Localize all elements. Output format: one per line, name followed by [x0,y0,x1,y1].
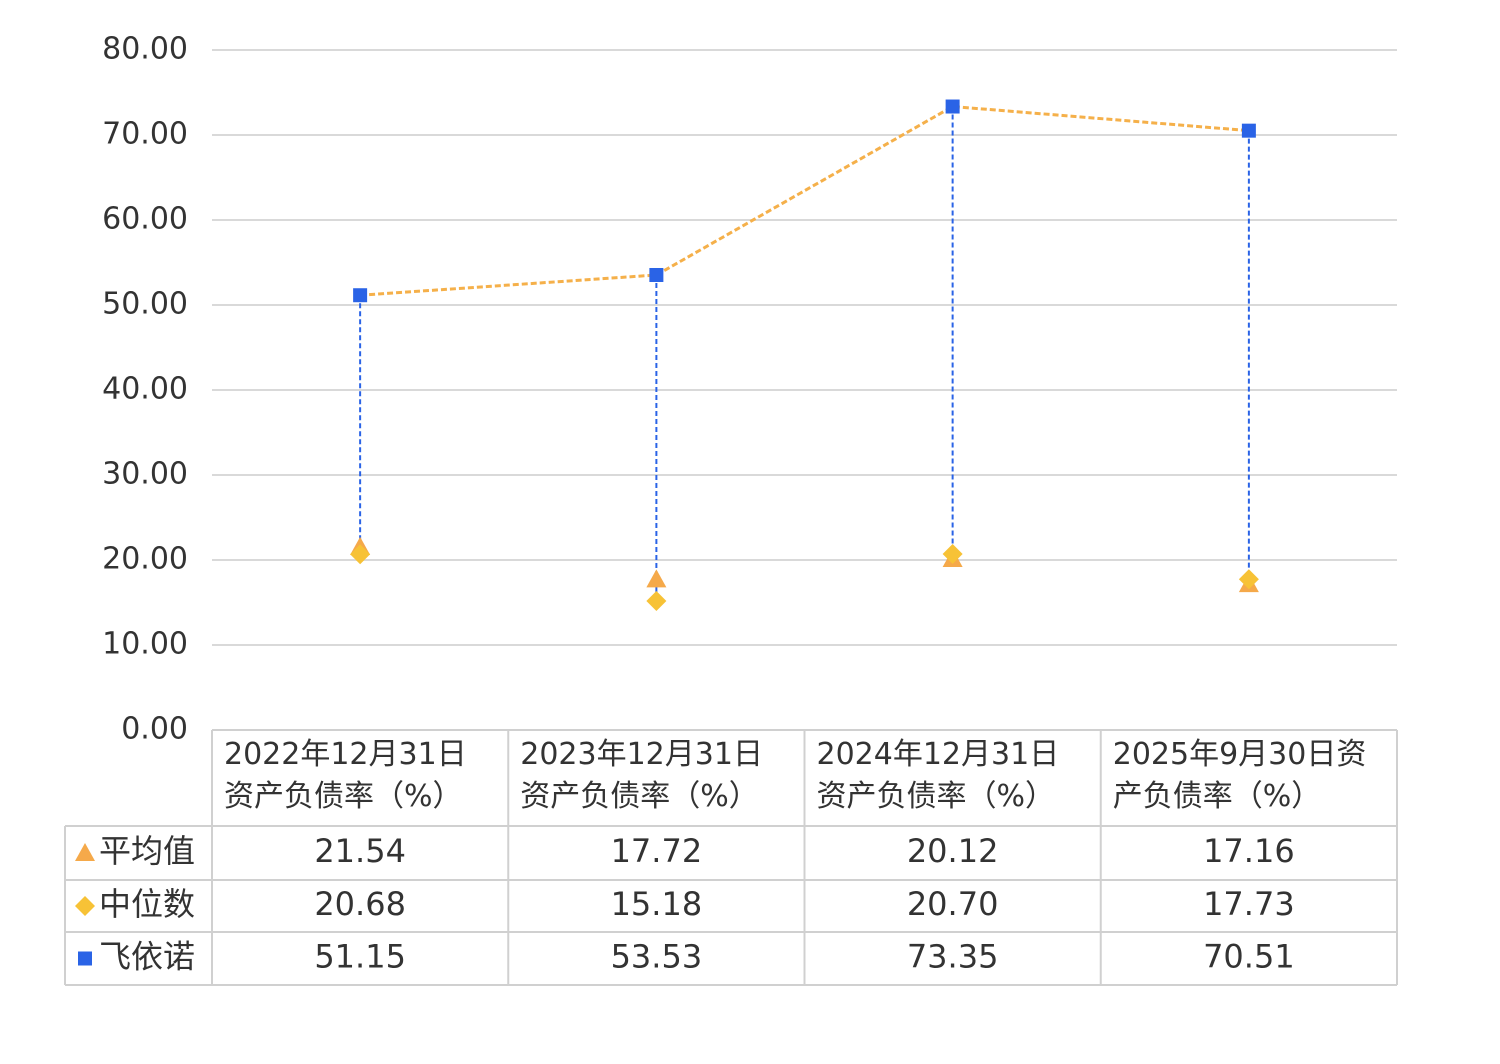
legend-marker [78,951,92,966]
y-tick-label: 60.00 [102,202,188,237]
table-value: 17.16 [1203,832,1295,870]
x-category-label: 2022年12月31日资产负债率（%） [224,737,467,814]
data-point [646,569,667,588]
x-category-label: 2025年9月30日资产负债率（%） [1112,737,1367,814]
y-tick-label: 30.00 [102,457,188,492]
y-tick-label: 20.00 [102,542,188,577]
data-point [353,288,368,303]
data-point [1241,123,1256,138]
table-value: 51.15 [314,938,406,976]
legend-marker [75,896,95,916]
table-value: 20.12 [907,832,999,870]
x-category-label: 2023年12月31日资产负债率（%） [520,737,763,814]
table-value: 17.72 [611,832,703,870]
y-tick-label: 80.00 [102,32,188,67]
table-value: 17.73 [1203,885,1295,923]
y-tick-label: 50.00 [102,287,188,322]
legend-label: 平均值 [99,832,195,870]
table-value: 53.53 [611,938,703,976]
data-point [945,99,960,114]
data-point [942,544,963,565]
legend-label: 飞依诺 [99,938,195,976]
table-value: 20.68 [314,885,406,923]
legend-label: 中位数 [99,885,195,923]
data-point [350,544,371,565]
legend-marker [75,843,95,861]
data-point [646,590,667,611]
y-tick-label: 0.00 [121,712,188,747]
x-category-label: 2024年12月31日资产负债率（%） [816,737,1060,814]
data-point [1238,569,1259,590]
y-tick-label: 40.00 [102,372,188,407]
table-value: 21.54 [314,832,406,870]
y-tick-label: 70.00 [102,117,188,152]
y-tick-label: 10.00 [102,627,188,662]
table-value: 70.51 [1203,938,1295,976]
table-value: 73.35 [907,938,999,976]
table-value: 15.18 [611,885,703,923]
data-point [649,267,664,282]
table-value: 20.70 [907,885,999,923]
series-line [360,104,1250,297]
